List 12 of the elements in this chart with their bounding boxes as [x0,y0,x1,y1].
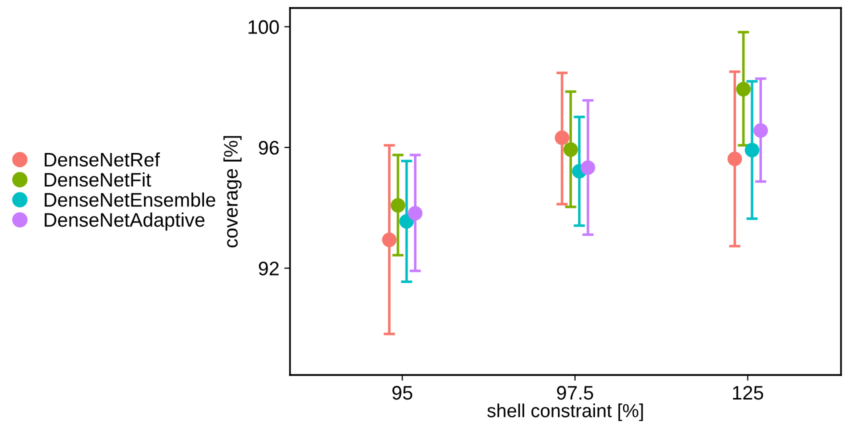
y-tick-label: 100 [248,20,279,34]
y-tick-label: 92 [258,262,279,276]
x-tick-label: 95 [392,386,412,400]
x-axis-title: shell constraint [%] [487,404,643,422]
legend-label: DenseNetAdaptive [44,212,204,231]
y-axis-title: coverage [%] [223,136,242,248]
x-tick-label: 125 [732,386,764,400]
x-tick-label: 97.5 [556,386,594,400]
legend-label: DenseNetEnsemble [44,192,216,207]
legend-label: DenseNetRef [44,152,160,167]
legend-label: DenseNetFit [44,172,152,187]
y-tick-label: 96 [258,140,279,155]
